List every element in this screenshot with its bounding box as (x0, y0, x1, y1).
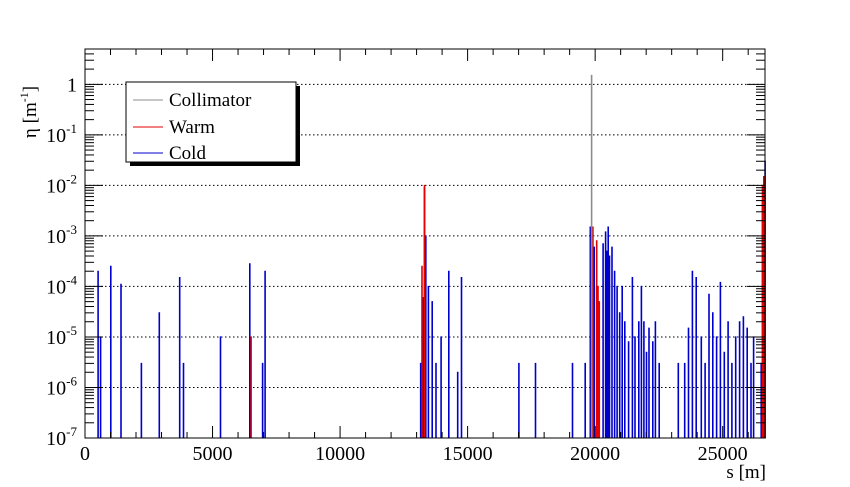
x-tick-label: 5000 (193, 443, 233, 465)
x-axis-title: s [m] (726, 462, 766, 483)
series-line-warm (85, 176, 765, 439)
y-tick-label: 10-6 (46, 373, 77, 399)
x-axis-ticks: 0 5000 10000 15000 20000 25000 (80, 49, 749, 465)
y-tick-label: 10-7 (46, 424, 77, 450)
legend-box (125, 81, 297, 163)
x-tick-label: 15000 (443, 443, 493, 465)
y-tick-label: 1 (67, 74, 77, 96)
y-axis-ticks: 10-7 10-6 10-5 10-4 10-3 10-2 10-1 1 (46, 48, 765, 450)
y-tick-label: 10-1 (46, 121, 77, 147)
x-tick-label: 0 (80, 443, 90, 465)
y-axis-title-close: ] (20, 86, 41, 92)
series-line-cold (85, 160, 766, 439)
y-tick-label: 10-2 (46, 171, 77, 197)
x-tick-label: 20000 (570, 443, 620, 465)
legend-label-cold: Cold (169, 143, 206, 164)
x-tick-label: 10000 (315, 443, 365, 465)
legend-label-warm: Warm (169, 117, 215, 138)
y-axis-title: η [m-1] (17, 86, 41, 138)
legend: Collimator Warm Cold (125, 81, 300, 166)
y-tick-label: 10-4 (46, 272, 77, 298)
y-tick-label: 10-5 (46, 323, 77, 349)
y-axis-title-base: η [m (20, 102, 41, 138)
y-axis-title-exp: -1 (17, 92, 31, 102)
legend-label-collimator: Collimator (169, 90, 252, 111)
x-tick-label: 25000 (698, 443, 748, 465)
y-tick-label: 10-3 (46, 222, 77, 248)
